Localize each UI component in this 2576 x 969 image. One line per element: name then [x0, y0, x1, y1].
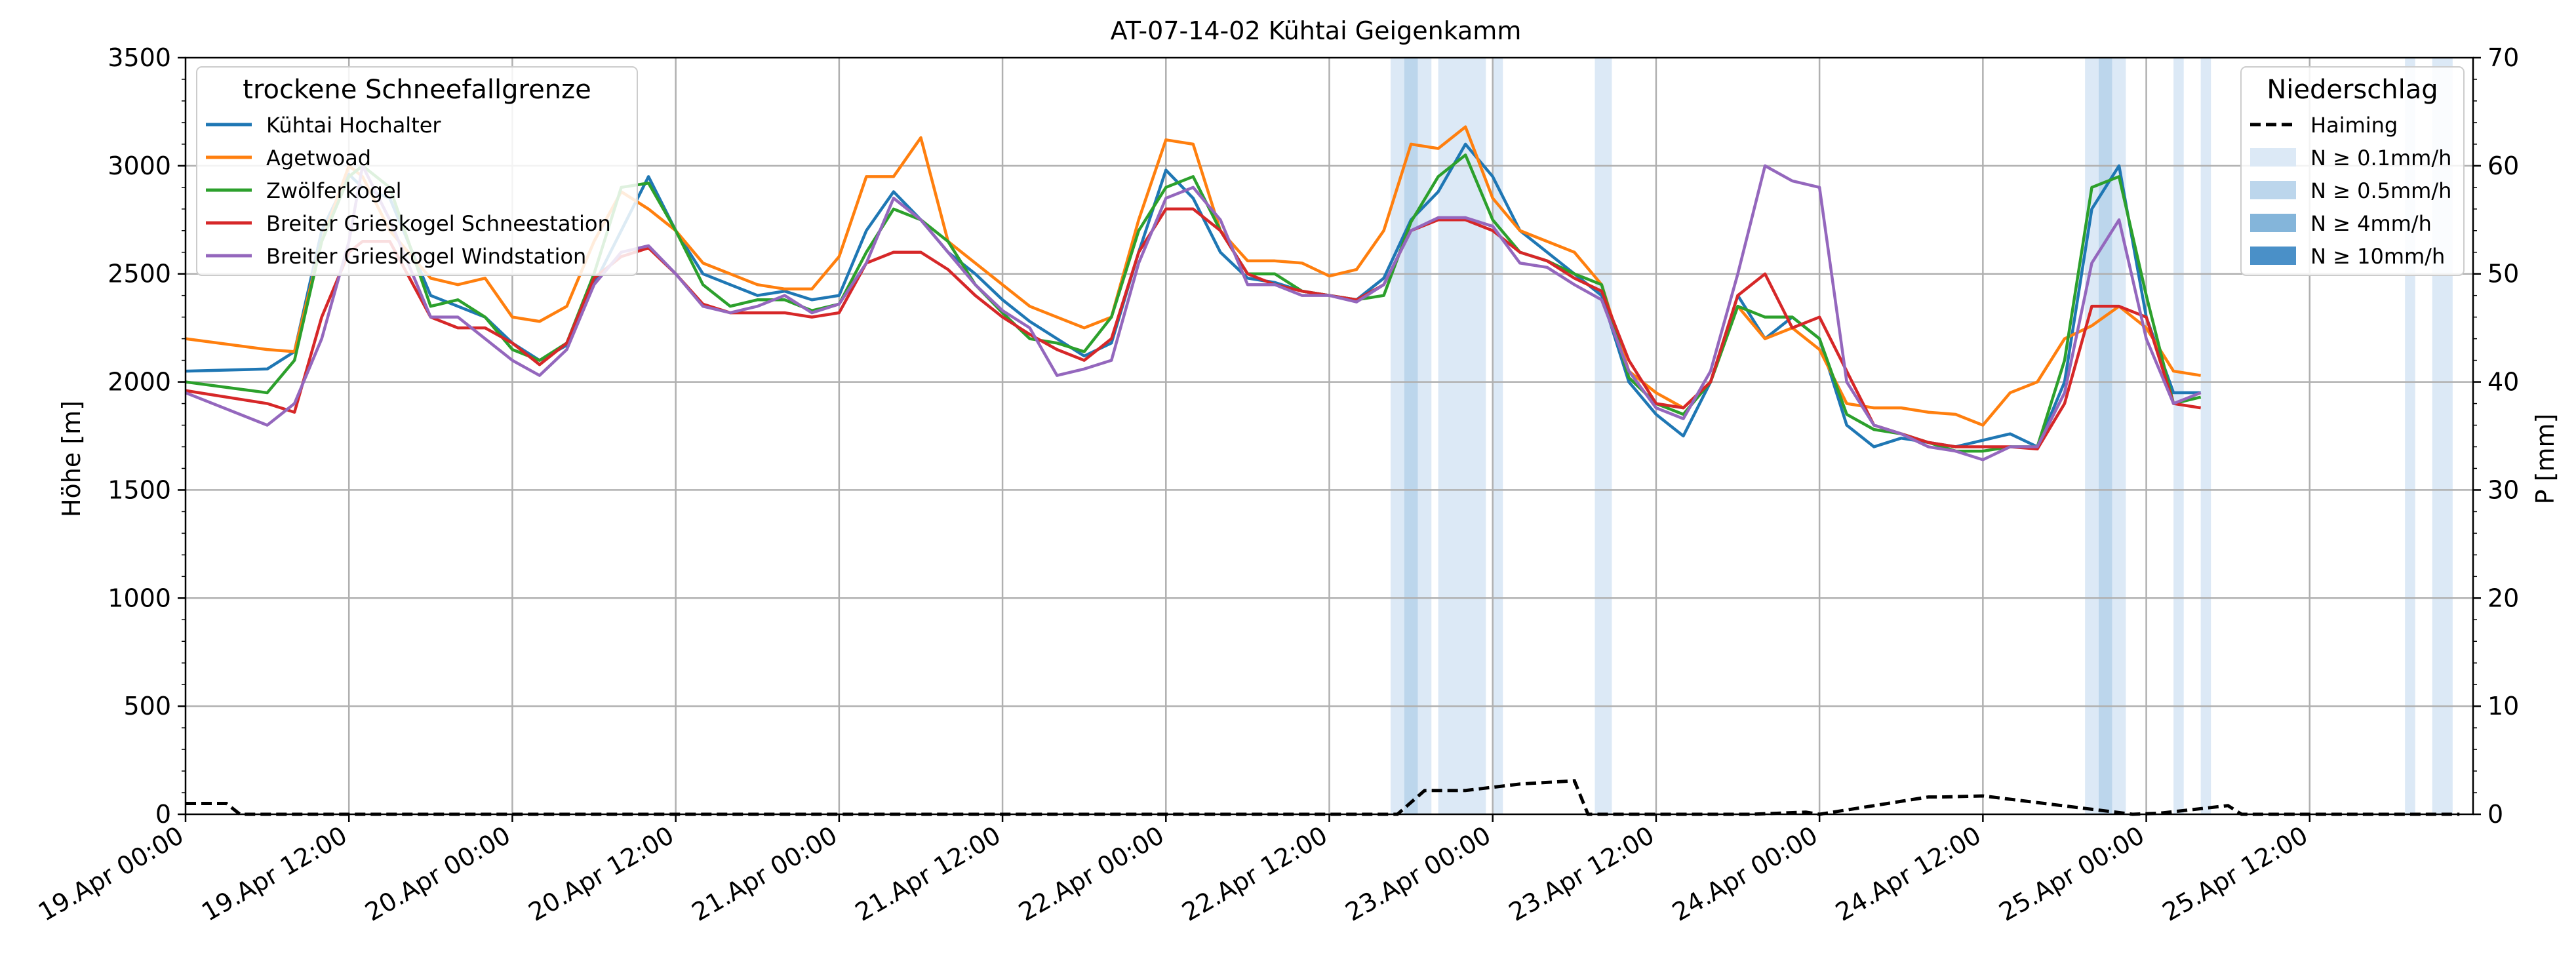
- y-axis-label: Höhe [m]: [57, 401, 86, 517]
- y2-axis-label: P [mm]: [2531, 414, 2560, 505]
- series-line: [185, 142, 2201, 448]
- x-tick-label: 19.Apr 12:00: [197, 821, 352, 927]
- x-tick-label: 20.Apr 00:00: [360, 821, 515, 927]
- y-tick-label: 1500: [108, 475, 171, 504]
- series-line: [185, 164, 2202, 462]
- y2-tick-label: 20: [2487, 583, 2519, 612]
- y-tick-label: 3500: [108, 43, 171, 72]
- legend-entry: Breiter Grieskogel Schneestation: [266, 211, 611, 236]
- y2-tick-label: 0: [2487, 800, 2503, 829]
- legend-precip: Niederschlag Haiming N ≥ 0.1mm/h N ≥ 0.5mm/…: [2240, 66, 2465, 276]
- precip-band: [1492, 58, 1503, 814]
- y-tick-label: 1000: [108, 583, 171, 612]
- y-tick-label: 500: [123, 692, 171, 721]
- legend-title: Niederschlag: [2267, 75, 2438, 105]
- y-tick-label: 2000: [108, 368, 171, 397]
- precip-band: [2200, 58, 2211, 814]
- x-tick-label: 20.Apr 12:00: [524, 821, 679, 927]
- x-tick-label: 22.Apr 12:00: [1177, 821, 1332, 927]
- y-tick-label: 0: [155, 800, 171, 829]
- legend-swatch: [2250, 181, 2296, 199]
- precip-band: [1417, 58, 1432, 814]
- legend-swatch: [2250, 247, 2296, 265]
- y2-tick-label: 10: [2487, 692, 2519, 721]
- x-tick-label: 22.Apr 00:00: [1014, 821, 1169, 927]
- legend-snowline: trockene Schneefallgrenze Kühtai Hochalte…: [196, 66, 638, 276]
- series-line-haiming: [186, 779, 2460, 816]
- precip-band: [2085, 58, 2099, 814]
- precip-band: [1404, 58, 1418, 814]
- y2-tick-label: 50: [2487, 260, 2519, 288]
- legend-entry: Kühtai Hochalter: [266, 113, 441, 138]
- x-tick-label: 25.Apr 12:00: [2158, 821, 2313, 927]
- legend-title: trockene Schneefallgrenze: [243, 75, 591, 105]
- x-tick-label: 21.Apr 12:00: [850, 821, 1006, 927]
- legend-entry: Breiter Grieskogel Windstation: [266, 244, 586, 269]
- y2-tick-label: 70: [2487, 43, 2519, 72]
- chart-title: AT-07-14-02 Kühtai Geigenkamm: [1111, 16, 1522, 45]
- legend-entry: N ≥ 4mm/h: [2310, 211, 2432, 236]
- x-tick-label: 25.Apr 00:00: [1994, 821, 2150, 927]
- y2-tick-label: 30: [2487, 475, 2519, 504]
- precip-band: [1595, 58, 1612, 814]
- x-tick-label: 23.Apr 00:00: [1341, 821, 1496, 927]
- legend-entry: N ≥ 0.5mm/h: [2310, 178, 2451, 203]
- series-lines: [185, 125, 2460, 816]
- x-tick-label: 21.Apr 00:00: [687, 821, 842, 927]
- legend-box: [2240, 66, 2465, 276]
- precip-band: [2098, 58, 2112, 814]
- legend-entry: Zwölferkogel: [266, 178, 402, 203]
- legend-entry: N ≥ 10mm/h: [2310, 244, 2445, 269]
- y-tick-label: 3000: [108, 151, 171, 180]
- legend-swatch: [2250, 148, 2296, 167]
- x-tick-label: 24.Apr 00:00: [1667, 821, 1823, 927]
- legend-swatch: [2250, 214, 2296, 232]
- precip-band: [2173, 58, 2184, 814]
- y-tick-label: 2500: [108, 260, 171, 288]
- legend-entry: N ≥ 0.1mm/h: [2310, 146, 2451, 170]
- y2-tick-label: 60: [2487, 151, 2519, 180]
- x-tick-label: 24.Apr 12:00: [1831, 821, 1986, 927]
- legend-box: [196, 66, 638, 276]
- x-tick-label: 23.Apr 12:00: [1504, 821, 1659, 927]
- precip-band: [2112, 58, 2126, 814]
- y2-tick-label: 40: [2487, 368, 2519, 397]
- x-tick-label: 19.Apr 00:00: [33, 821, 189, 927]
- legend-entry: Haiming: [2310, 113, 2398, 138]
- legend-entry: Agetwoad: [266, 146, 371, 170]
